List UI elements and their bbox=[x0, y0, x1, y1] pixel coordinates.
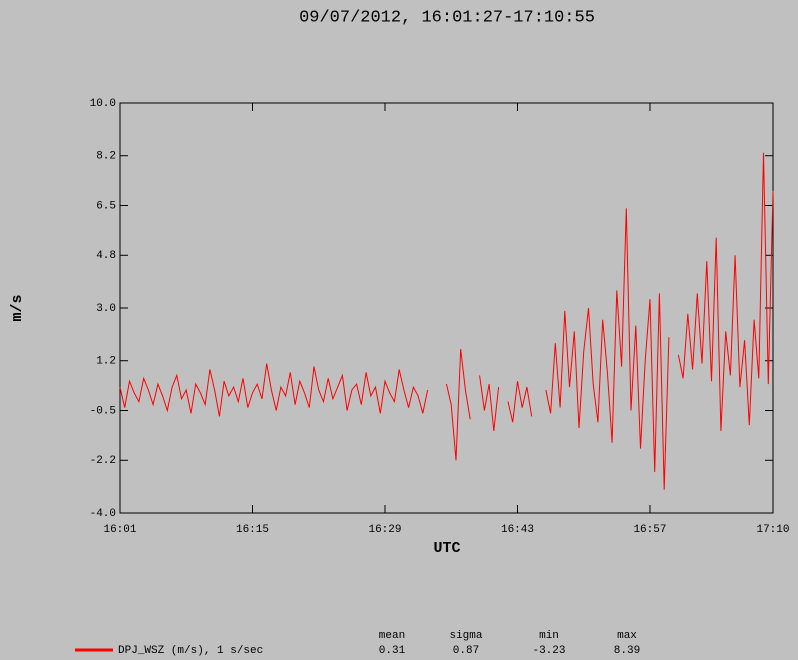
stat-header: sigma bbox=[449, 630, 482, 642]
x-tick-label: 16:15 bbox=[236, 524, 269, 536]
y-tick-label: 4.8 bbox=[96, 250, 116, 262]
stat-value: 0.31 bbox=[379, 645, 406, 657]
y-tick-label: 3.0 bbox=[96, 303, 116, 315]
stat-header: max bbox=[617, 630, 637, 642]
y-tick-label: 1.2 bbox=[96, 356, 116, 368]
y-tick-label: 8.2 bbox=[96, 151, 116, 163]
y-axis-label: m/s bbox=[9, 294, 26, 321]
x-tick-label: 17:10 bbox=[756, 524, 789, 536]
y-tick-label: 10.0 bbox=[90, 98, 116, 110]
x-tick-label: 16:01 bbox=[103, 524, 136, 536]
stat-value: 0.87 bbox=[453, 645, 479, 657]
stat-value: 8.39 bbox=[614, 645, 640, 657]
stat-header: min bbox=[539, 630, 559, 642]
stat-header: mean bbox=[379, 630, 405, 642]
y-tick-label: -2.2 bbox=[90, 455, 116, 467]
x-axis-label: UTC bbox=[433, 540, 460, 557]
data-line bbox=[119, 152, 774, 490]
x-tick-label: 16:43 bbox=[501, 524, 534, 536]
y-tick-label: -0.5 bbox=[90, 405, 116, 417]
x-tick-label: 16:29 bbox=[368, 524, 401, 536]
x-tick-label: 16:57 bbox=[633, 524, 666, 536]
y-tick-label: 6.5 bbox=[96, 200, 116, 212]
chart-title: 09/07/2012, 16:01:27-17:10:55 bbox=[299, 8, 595, 27]
legend-label: DPJ_WSZ (m/s), 1 s/sec bbox=[118, 645, 263, 657]
y-tick-label: -4.0 bbox=[90, 508, 116, 520]
stat-value: -3.23 bbox=[532, 645, 565, 657]
